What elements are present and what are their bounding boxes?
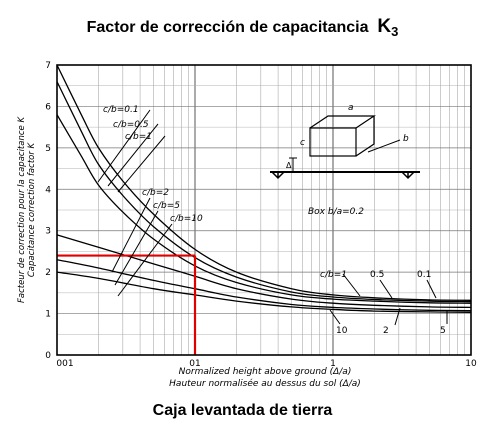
- ylabel-en: Capacitance correction factor K: [27, 141, 37, 277]
- y-tick-label: 6: [45, 102, 51, 112]
- inset-label-b: b: [403, 134, 409, 144]
- label-right-2: 2: [383, 326, 389, 336]
- inset-label-c: c: [300, 138, 305, 148]
- series-line-c-b-1: [57, 115, 471, 304]
- y-tick-labels: 0 1 2 3 4 5 6 7: [45, 61, 51, 361]
- y-tick-label: 2: [45, 268, 51, 278]
- series-curves: [57, 65, 471, 312]
- leader-bottom-group: [112, 198, 172, 296]
- y-tick-label: 4: [45, 185, 51, 195]
- label-right-5: 5: [440, 326, 446, 336]
- ylabel-fr: Facteur de correction pour la capacitanc…: [17, 116, 27, 304]
- label-cb-2: c/b=2: [142, 188, 169, 198]
- y-tick-label: 5: [45, 144, 51, 154]
- label-cb-0.1: c/b=0.1: [103, 105, 139, 115]
- label-right-cb-1: c/b=1: [320, 270, 347, 280]
- y-tick-label: 3: [45, 227, 51, 237]
- series-line-c-b-2: [57, 235, 471, 308]
- inset-leader-b: [368, 140, 400, 152]
- inset-box-diagram: Δ a c b Box b/a=0.2: [270, 103, 420, 217]
- inset-label-delta: Δ: [286, 161, 292, 170]
- y-tick-label: 7: [45, 61, 51, 71]
- y-tick-label: 0: [45, 351, 51, 361]
- label-cb-10: c/b=10: [170, 214, 203, 224]
- inset-label-a: a: [348, 103, 354, 113]
- chart-caption: Caja levantada de tierra: [0, 402, 485, 420]
- label-cb-0.5: c/b=0.5: [113, 120, 149, 130]
- label-right-10: 10: [336, 326, 348, 336]
- label-right-0.5: 0.5: [370, 270, 384, 280]
- series-line-c-b-0.1: [57, 65, 471, 300]
- label-cb-5: c/b=5: [153, 201, 180, 211]
- x-tick-label: 10: [465, 359, 477, 369]
- x-tick-label: 001: [56, 359, 73, 369]
- label-right-0.1: 0.1: [417, 270, 431, 280]
- y-tick-label: 1: [45, 310, 51, 320]
- xlabel-fr: Hauteur normalisée au dessus du sol (Δ/a…: [169, 378, 361, 389]
- xlabel-en: Normalized height above ground (Δ/a): [179, 367, 352, 377]
- ground-support-left: [272, 172, 284, 178]
- ground-support-right: [402, 172, 414, 178]
- inset-caption: Box b/a=0.2: [308, 207, 364, 217]
